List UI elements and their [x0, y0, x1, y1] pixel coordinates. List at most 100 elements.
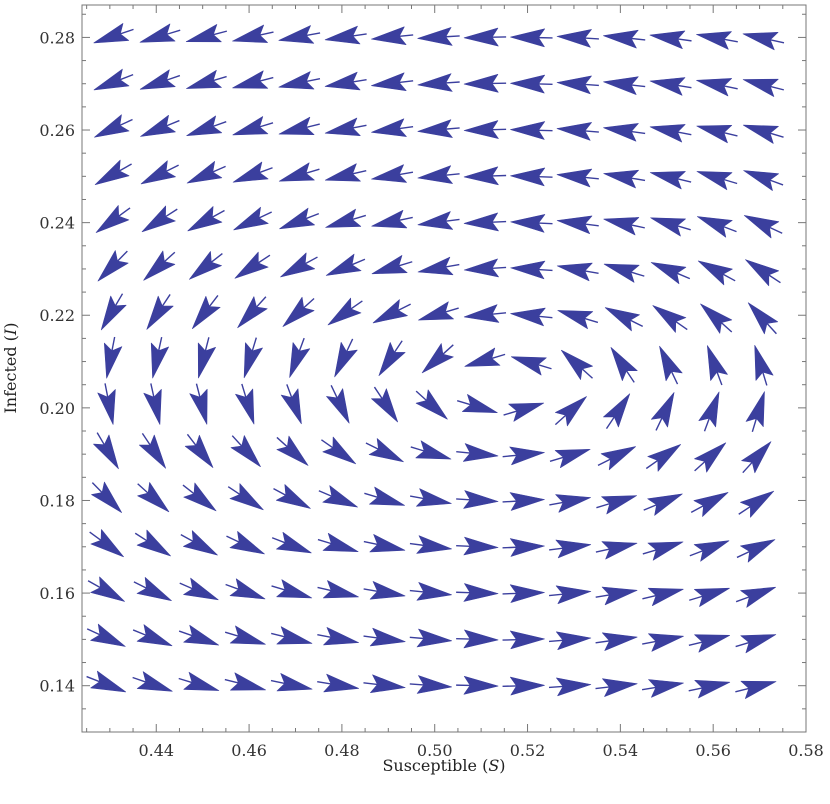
vector-arrow-shaft: [689, 550, 704, 557]
vector-arrow-head: [368, 438, 404, 463]
vector-arrow-head: [136, 577, 172, 602]
vector-arrow-head: [243, 342, 263, 379]
vector-arrow-head: [324, 25, 361, 45]
vector-arrow-head: [603, 76, 639, 95]
vector-arrow-head: [136, 624, 173, 647]
vector-arrow-head: [648, 633, 684, 652]
vector-arrow-head: [417, 73, 453, 92]
vector-arrow-shaft: [456, 400, 471, 406]
vector-arrow-head: [186, 69, 222, 89]
vector-arrow-head: [90, 576, 125, 602]
y-axis-title: Infected (I): [1, 322, 20, 413]
vector-arrow-shaft: [689, 595, 703, 601]
vector-arrow-shaft: [631, 177, 646, 182]
vector-arrow-head: [324, 71, 361, 91]
vector-arrow-shaft: [492, 220, 507, 223]
vector-arrow-shaft: [690, 505, 704, 513]
vector-arrow-head: [146, 295, 174, 330]
vector-arrow-head: [463, 490, 499, 509]
vector-arrow-shaft: [119, 118, 133, 127]
vector-arrow-head: [554, 448, 591, 469]
x-tick-label: 0.56: [695, 741, 731, 760]
vector-arrow-shaft: [549, 547, 564, 551]
vector-arrow-head: [189, 251, 222, 280]
vector-arrow-head: [464, 347, 501, 367]
vector-arrow-head: [694, 679, 731, 699]
vector-arrow-shaft: [182, 484, 195, 495]
vector-arrow-head: [463, 675, 499, 695]
vector-arrow-head: [229, 483, 264, 511]
vector-arrow-shaft: [456, 450, 471, 454]
vector-arrow-shaft: [399, 80, 414, 84]
vector-arrow-shaft: [251, 337, 257, 352]
vector-arrow-shaft: [91, 482, 103, 494]
vector-arrow-head: [740, 490, 775, 518]
vector-arrow-head: [415, 440, 452, 460]
vector-arrow-shaft: [226, 535, 240, 543]
vector-arrow-head: [90, 623, 126, 647]
vector-arrow-shaft: [735, 596, 750, 603]
vector-arrow-shaft: [276, 436, 288, 448]
vector-arrow-head: [693, 492, 729, 517]
vector-arrow-shaft: [645, 459, 659, 470]
vector-arrow-shaft: [398, 261, 413, 267]
vector-arrow-head: [604, 307, 640, 332]
vector-arrow-head: [697, 260, 733, 286]
vector-arrow-shaft: [258, 211, 272, 219]
vector-arrow-shaft: [595, 686, 610, 690]
vector-arrow-head: [693, 540, 730, 562]
vector-arrow-shaft: [538, 222, 553, 225]
vector-arrow-shaft: [317, 538, 332, 545]
x-tick-label: 0.46: [231, 741, 267, 760]
vector-arrow-shaft: [502, 500, 517, 503]
vector-arrow-shaft: [445, 173, 460, 176]
vector-arrow-shaft: [491, 353, 506, 360]
vector-arrow-head: [371, 26, 407, 46]
vector-arrow-head: [510, 356, 547, 376]
vector-arrow-shaft: [581, 368, 593, 379]
vector-arrow-shaft: [549, 501, 564, 506]
vector-arrow-shaft: [445, 35, 460, 38]
vector-arrow-shaft: [178, 677, 193, 684]
axis-ticks: [82, 5, 807, 733]
vector-arrow-shaft: [227, 486, 241, 495]
vector-arrow-head: [418, 301, 454, 321]
vector-arrow-head: [556, 29, 592, 48]
vector-arrow-shaft: [722, 273, 736, 282]
vector-arrow-shaft: [363, 635, 378, 639]
vector-arrow-head: [601, 495, 637, 515]
vector-arrow-shaft: [89, 531, 102, 541]
vector-arrow-shaft: [286, 384, 293, 398]
vector-arrow-head: [183, 577, 219, 601]
vector-arrow-shaft: [768, 274, 781, 284]
vector-arrow-shaft: [643, 504, 657, 511]
vector-arrow-shaft: [96, 432, 105, 446]
vector-arrow-head: [276, 579, 313, 599]
vector-arrow-head: [694, 442, 727, 473]
vector-arrow-shaft: [224, 631, 239, 637]
vector-arrow-shaft: [762, 371, 768, 386]
vector-arrow-head: [649, 124, 686, 143]
vector-arrow-shaft: [117, 250, 128, 262]
vector-arrow-shaft: [688, 641, 703, 647]
vector-arrow-head: [461, 394, 498, 414]
vector-arrow-head: [139, 23, 176, 43]
vector-arrow-head: [696, 78, 733, 97]
vector-arrow-shaft: [442, 344, 454, 355]
vector-arrow-head: [555, 494, 592, 513]
vector-arrow-head: [327, 297, 362, 326]
vector-arrow-shaft: [225, 583, 239, 590]
vector-arrow-head: [378, 342, 406, 377]
vector-arrow-shaft: [195, 383, 201, 398]
vector-arrow-shaft: [318, 490, 333, 497]
vector-arrow-head: [372, 299, 408, 324]
vector-arrow-shaft: [306, 123, 320, 129]
vector-arrow-head: [603, 169, 639, 189]
vector-arrow-shaft: [133, 581, 147, 589]
vector-arrow-shaft: [584, 223, 599, 227]
vector-arrow-shaft: [584, 37, 599, 40]
vector-arrow-head: [603, 123, 639, 142]
vector-arrow-shaft: [641, 686, 657, 691]
vector-arrow-shaft: [554, 414, 567, 426]
vector-arrow-shaft: [723, 85, 738, 90]
